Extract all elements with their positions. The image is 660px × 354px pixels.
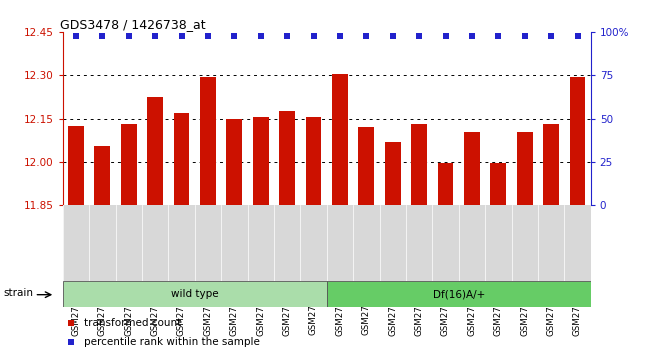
Point (65, 339, 76, 345)
Point (308, 33, 319, 39)
Text: Df(16)A/+: Df(16)A/+ (432, 289, 485, 299)
Bar (94, 146, 110, 205)
Bar (327, 281, 591, 307)
Bar (279, 112, 295, 205)
Bar (306, 117, 321, 205)
Point (572, 33, 583, 39)
Bar (63, 281, 327, 307)
Text: GDS3478 / 1426738_at: GDS3478 / 1426738_at (60, 18, 206, 31)
Point (71, 33, 81, 39)
Bar (385, 142, 401, 205)
Text: percentile rank within the sample: percentile rank within the sample (84, 337, 259, 347)
Point (519, 33, 530, 39)
Point (65, 320, 76, 325)
Point (229, 33, 240, 39)
Point (176, 33, 187, 39)
Bar (226, 119, 242, 205)
Bar (68, 126, 84, 205)
Bar (253, 117, 269, 205)
Bar (438, 164, 453, 205)
Text: transformed count: transformed count (84, 318, 181, 328)
Text: strain: strain (3, 288, 33, 298)
Text: wild type: wild type (171, 289, 218, 299)
Point (361, 33, 372, 39)
Point (440, 33, 451, 39)
Bar (174, 113, 189, 205)
Bar (332, 74, 348, 205)
Point (203, 33, 213, 39)
Point (387, 33, 398, 39)
Point (546, 33, 556, 39)
Bar (358, 127, 374, 205)
Point (123, 33, 134, 39)
Point (493, 33, 504, 39)
Bar (490, 164, 506, 205)
Point (282, 33, 292, 39)
Point (467, 33, 477, 39)
Bar (517, 132, 533, 205)
Bar (464, 132, 480, 205)
Bar (147, 97, 163, 205)
Bar (411, 124, 427, 205)
Point (150, 33, 160, 39)
Bar (200, 77, 216, 205)
Bar (570, 77, 585, 205)
Bar (121, 124, 137, 205)
Point (255, 33, 266, 39)
Point (97, 33, 108, 39)
Point (414, 33, 424, 39)
Point (335, 33, 345, 39)
Bar (543, 124, 559, 205)
